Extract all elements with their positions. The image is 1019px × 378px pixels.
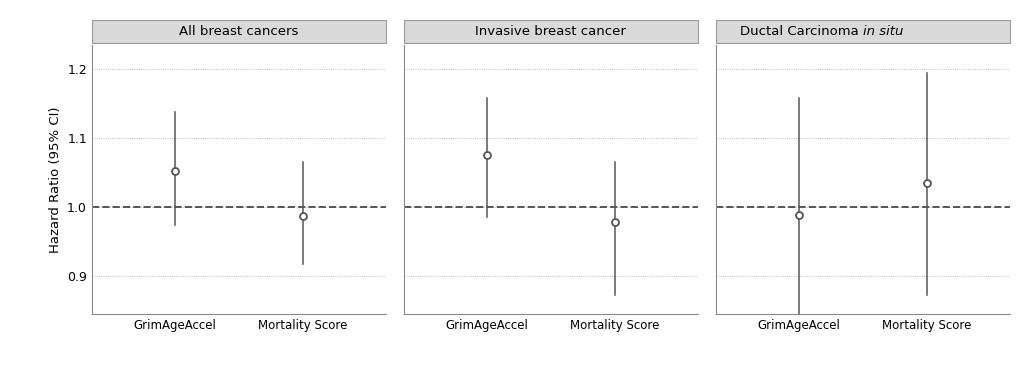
Y-axis label: Hazard Ratio (95% CI): Hazard Ratio (95% CI) xyxy=(49,106,61,253)
FancyBboxPatch shape xyxy=(404,20,697,43)
FancyBboxPatch shape xyxy=(92,20,385,43)
FancyBboxPatch shape xyxy=(715,20,1009,43)
Text: All breast cancers: All breast cancers xyxy=(179,25,299,38)
Text: in situ: in situ xyxy=(862,25,902,38)
Text: Ductal Carcinoma: Ductal Carcinoma xyxy=(739,25,862,38)
Text: Invasive breast cancer: Invasive breast cancer xyxy=(475,25,626,38)
